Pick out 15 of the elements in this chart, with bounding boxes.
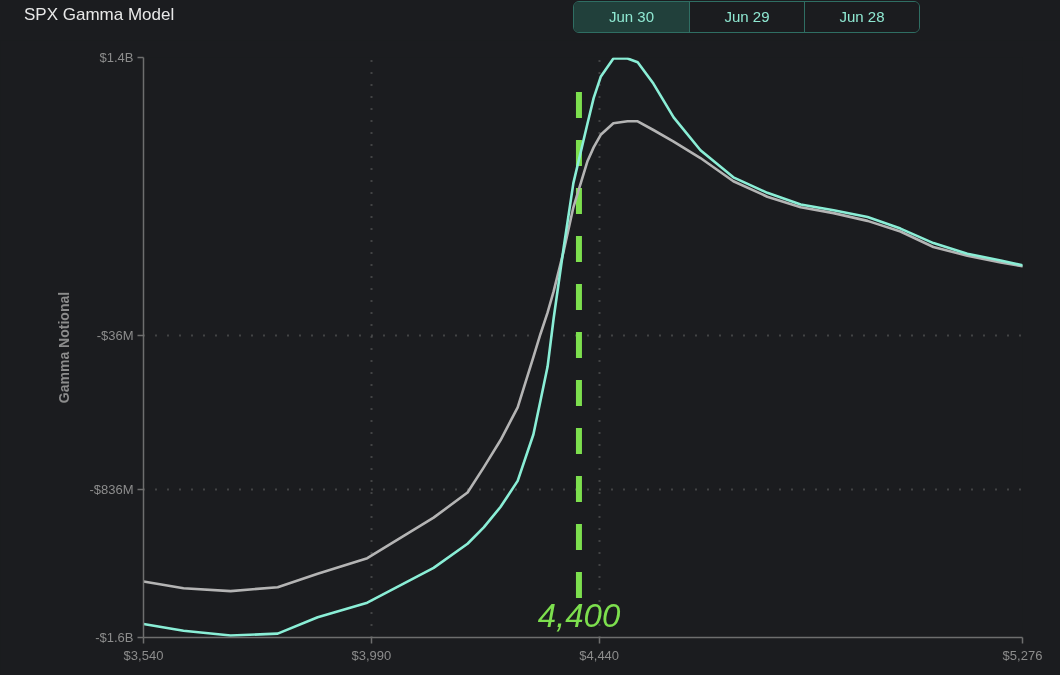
x-tick-label: $4,440 bbox=[579, 647, 620, 663]
y-tick-label: -$836M bbox=[89, 482, 134, 498]
line-series bbox=[143, 120, 1023, 593]
ref-line-label: 4,400 bbox=[537, 597, 621, 635]
y-axis-title: Gamma Notional bbox=[56, 291, 73, 404]
text: Jun 28 bbox=[804, 2, 919, 32]
text: Jun 29 bbox=[689, 2, 804, 32]
x-tick-label: $5,276 bbox=[1002, 647, 1043, 663]
y-tick-label: $1.4B bbox=[99, 50, 134, 65]
x-tick-label: $3,540 bbox=[123, 647, 164, 663]
chart-title: SPX Gamma Model bbox=[24, 4, 175, 26]
x-tick-label: $3,990 bbox=[351, 647, 392, 663]
text: Jun 30 bbox=[574, 2, 689, 32]
y-tick-label: -$1.6B bbox=[95, 630, 134, 645]
y-tick-label: -$36M bbox=[96, 327, 134, 343]
